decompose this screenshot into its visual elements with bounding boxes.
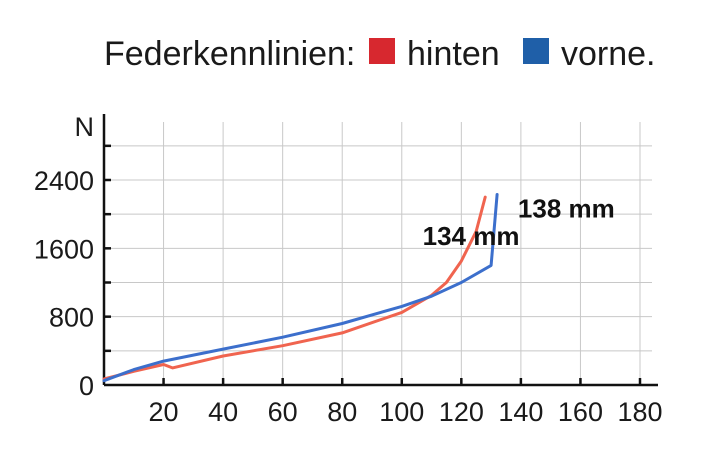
chart-grid	[104, 122, 652, 385]
chart-ticks: 0 800 1600 2400 20 40 60 80 100 120 140 160 180	[34, 144, 663, 427]
series-line-vorne	[102, 193, 499, 383]
legend-swatch-hinten	[369, 38, 395, 64]
chart-legend: Federkennlinien: hinten vorne.	[104, 35, 656, 73]
annotation-label-0: 134 mm	[423, 221, 520, 251]
series-line-hinten	[102, 195, 487, 381]
y-tick-label-0: 0	[79, 371, 94, 401]
x-tick-label-180: 180	[617, 397, 662, 427]
y-tick-label-2400: 2400	[34, 166, 94, 196]
legend-label-hinten: hinten	[407, 35, 500, 73]
legend-label-vorne: vorne.	[561, 35, 656, 73]
annotation-label-1: 138 mm	[518, 194, 615, 224]
x-tick-label-20: 20	[149, 397, 179, 427]
x-tick-label-140: 140	[498, 397, 543, 427]
y-axis-unit-label: N	[75, 112, 95, 142]
legend-swatch-vorne	[523, 38, 549, 64]
x-tick-label-120: 120	[439, 397, 484, 427]
x-tick-label-100: 100	[379, 397, 424, 427]
x-tick-label-40: 40	[208, 397, 238, 427]
y-tick-label-1600: 1600	[34, 234, 94, 264]
x-tick-label-80: 80	[327, 397, 357, 427]
chart-series	[102, 193, 499, 383]
x-tick-label-160: 160	[558, 397, 603, 427]
y-tick-label-800: 800	[49, 303, 94, 333]
x-tick-label-60: 60	[268, 397, 298, 427]
chart-title: Federkennlinien:	[104, 35, 355, 73]
